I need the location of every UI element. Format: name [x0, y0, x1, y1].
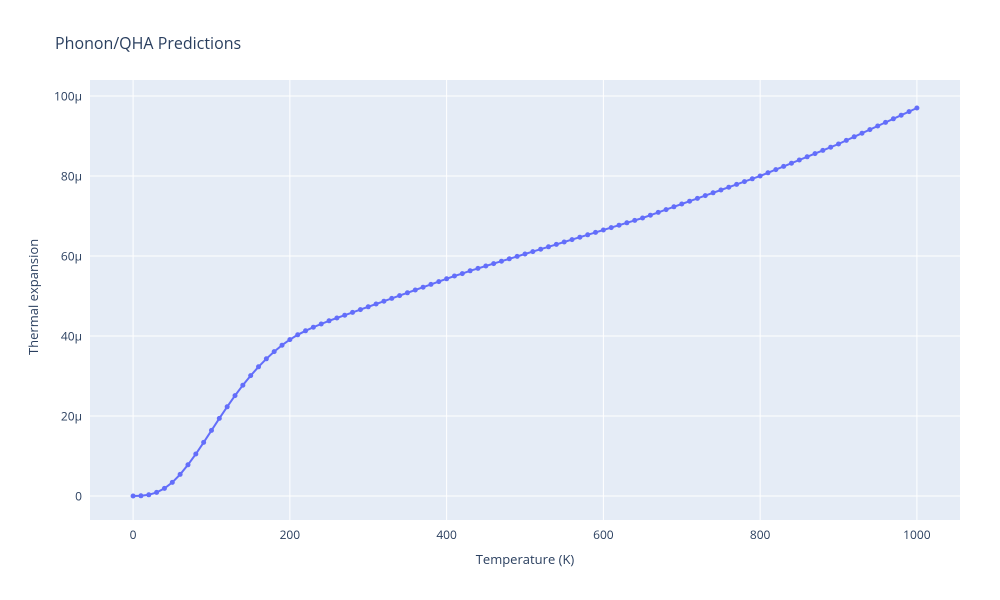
y-tick-label: 80μ [42, 168, 82, 185]
y-tick-label: 100μ [42, 88, 82, 105]
y-tick-label: 60μ [42, 248, 82, 265]
plot-area[interactable] [90, 80, 960, 520]
x-tick-label: 0 [130, 526, 137, 543]
y-tick-label: 40μ [42, 328, 82, 345]
x-tick-label: 1000 [903, 526, 930, 543]
chart-container: Phonon/QHA Predictions 0 200 400 600 800 1000… [0, 0, 1000, 600]
x-tick-label: 400 [436, 526, 457, 543]
x-tick-label: 600 [593, 526, 614, 543]
y-tick-label: 0 [42, 488, 82, 505]
chart-title: Phonon/QHA Predictions [55, 32, 241, 54]
y-tick-label: 20μ [42, 408, 82, 425]
y-axis-label: Thermal expansion [24, 239, 42, 355]
x-tick-label: 200 [280, 526, 301, 543]
x-axis-label: Temperature (K) [465, 550, 585, 568]
x-tick-label: 800 [750, 526, 771, 543]
